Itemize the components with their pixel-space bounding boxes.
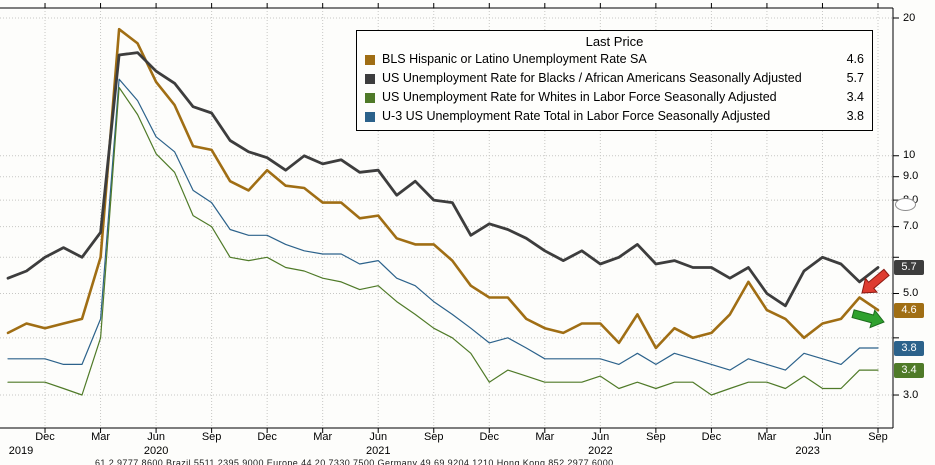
- legend-rows: BLS Hispanic or Latino Unemployment Rate…: [365, 50, 864, 126]
- x-axis-year-label: 2023: [795, 445, 820, 457]
- x-axis-month-label: Mar: [535, 431, 555, 443]
- y-axis-label: 9.0: [903, 170, 919, 183]
- legend-label: US Unemployment Rate for Whites in Labor…: [382, 90, 777, 104]
- series-line-hispanic: [6, 27, 880, 350]
- legend-label: U-3 US Unemployment Rate Total in Labor …: [382, 109, 771, 123]
- x-axis-month-label: Sep: [201, 431, 222, 443]
- x-axis-year-label: 2019: [8, 445, 34, 457]
- legend-value: 3.8: [846, 109, 864, 123]
- x-axis-month-label: Jun: [813, 431, 832, 443]
- legend-swatch-icon: [365, 73, 375, 84]
- x-axis-year-label: 2021: [365, 445, 391, 457]
- last-price-badge-5.7: 5.7: [894, 259, 924, 275]
- x-axis-month-label: Mar: [313, 431, 333, 443]
- y-axis-label: 10: [903, 149, 916, 162]
- y-axis-label: 20: [903, 11, 916, 24]
- legend-value: 4.6: [846, 52, 864, 66]
- y-axis-label: 7.0: [903, 220, 919, 233]
- legend-swatch-icon: [365, 111, 375, 122]
- legend-title: Last Price: [585, 34, 644, 49]
- legend-swatch-icon: [365, 92, 375, 103]
- legend-label: US Unemployment Rate for Blacks / Africa…: [382, 71, 802, 85]
- legend-value: 5.7: [846, 71, 864, 85]
- last-price-badge-4.6: 4.6: [894, 302, 924, 318]
- last-price-badge-3.8: 3.8: [894, 340, 924, 356]
- legend-item[interactable]: US Unemployment Rate for Blacks / Africa…: [365, 69, 864, 88]
- legend-box: Last Price BLS Hispanic or Latino Unempl…: [356, 30, 873, 131]
- x-axis-month-label: Jun: [369, 431, 388, 443]
- x-axis-year-label: 2020: [143, 445, 169, 457]
- x-axis-month-label: Mar: [757, 431, 777, 443]
- x-axis-month-label: Dec: [701, 431, 722, 443]
- series-line-blacks: [6, 51, 880, 308]
- legend-item[interactable]: BLS Hispanic or Latino Unemployment Rate…: [365, 50, 864, 69]
- series-line-total-u3: [7, 78, 879, 371]
- x-axis-month-label: Sep: [646, 431, 666, 443]
- x-axis-month-label: Dec: [35, 431, 55, 443]
- series-line-whites: [7, 86, 879, 396]
- legend-item[interactable]: US Unemployment Rate for Whites in Labor…: [365, 88, 864, 107]
- x-axis-month-label: Jun: [591, 431, 610, 443]
- legend-value: 3.4: [846, 90, 864, 104]
- legend-label: BLS Hispanic or Latino Unemployment Rate…: [382, 52, 647, 66]
- x-axis-month-label: Sep: [868, 431, 888, 443]
- legend-swatch-icon: [365, 54, 375, 65]
- x-axis-year-label: 2022: [588, 445, 613, 457]
- y-axis-label: 3.0: [903, 388, 919, 401]
- x-axis-month-label: Mar: [91, 431, 111, 443]
- y-axis-label: 5.0: [903, 287, 919, 299]
- x-axis-month-label: Sep: [423, 431, 444, 443]
- green-arrow-icon: [851, 309, 885, 329]
- red-arrow-icon: [861, 268, 890, 294]
- footer-fine-print: 61 2 9777 8600 Brazil 5511 2395 9000 Eur…: [95, 458, 614, 465]
- x-axis-month-label: Jun: [147, 431, 165, 443]
- x-axis-month-label: Dec: [479, 431, 500, 443]
- x-axis-month-label: Dec: [257, 431, 277, 443]
- last-price-badge-3.4: 3.4: [894, 362, 924, 378]
- axis-scroll-handle[interactable]: [895, 198, 916, 211]
- legend-item[interactable]: U-3 US Unemployment Rate Total in Labor …: [365, 107, 864, 126]
